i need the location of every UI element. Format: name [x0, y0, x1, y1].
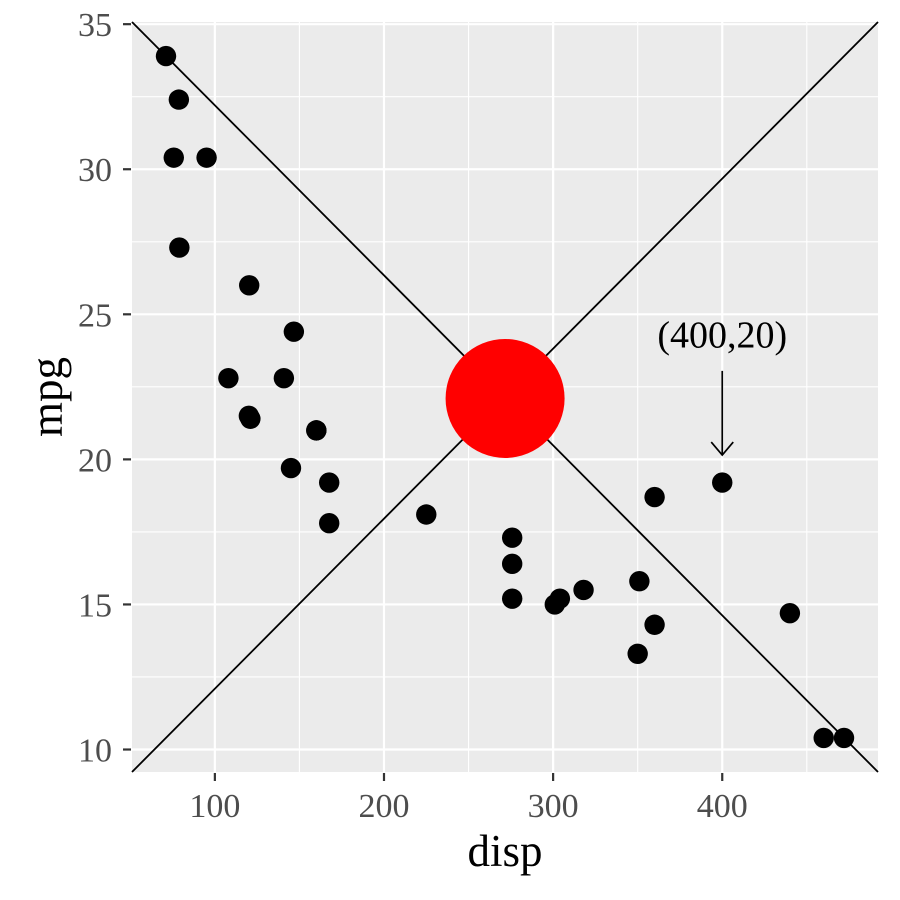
data-point — [283, 321, 305, 342]
y-tick-label: 20 — [78, 442, 112, 479]
data-point — [627, 643, 648, 664]
data-point — [644, 486, 665, 508]
annotation-arrowhead — [710, 441, 734, 457]
x-tick-label: 300 — [528, 788, 579, 825]
annotation-label: (400,20) — [657, 315, 787, 357]
data-point — [239, 275, 260, 296]
x-tick-label: 200 — [358, 788, 409, 825]
data-point — [712, 472, 733, 493]
x-tick-label: 400 — [697, 788, 748, 825]
x-axis-title: disp — [467, 826, 542, 876]
y-tick-label: 35 — [78, 7, 112, 44]
x-tick-label: 100 — [189, 788, 240, 825]
data-point — [280, 457, 302, 479]
data-point — [573, 579, 594, 601]
data-point — [544, 594, 566, 615]
data-point — [168, 89, 190, 110]
data-point — [629, 571, 650, 592]
highlight-circle — [445, 338, 565, 458]
data-point — [163, 147, 184, 168]
data-point — [318, 513, 340, 534]
data-point — [240, 408, 261, 429]
plot-layers: 100 200 300 400 10 15 20 25 30 35 — [78, 7, 879, 825]
data-point — [644, 614, 665, 635]
data-point — [218, 367, 239, 389]
data-point — [306, 420, 327, 441]
y-tick-label: 25 — [78, 297, 112, 334]
y-axis-title: mpg — [22, 357, 72, 437]
data-point — [813, 727, 834, 749]
data-point — [416, 504, 437, 525]
data-point — [318, 472, 340, 493]
y-tick-label: 15 — [78, 587, 112, 624]
data-point — [501, 527, 523, 548]
data-point — [501, 588, 523, 609]
data-point — [169, 237, 190, 258]
data-point — [196, 147, 217, 168]
y-tick-label: 30 — [78, 152, 112, 189]
data-point — [273, 367, 295, 389]
data-point — [501, 553, 523, 575]
data-point — [779, 602, 801, 624]
y-tick-label: 10 — [78, 733, 112, 770]
